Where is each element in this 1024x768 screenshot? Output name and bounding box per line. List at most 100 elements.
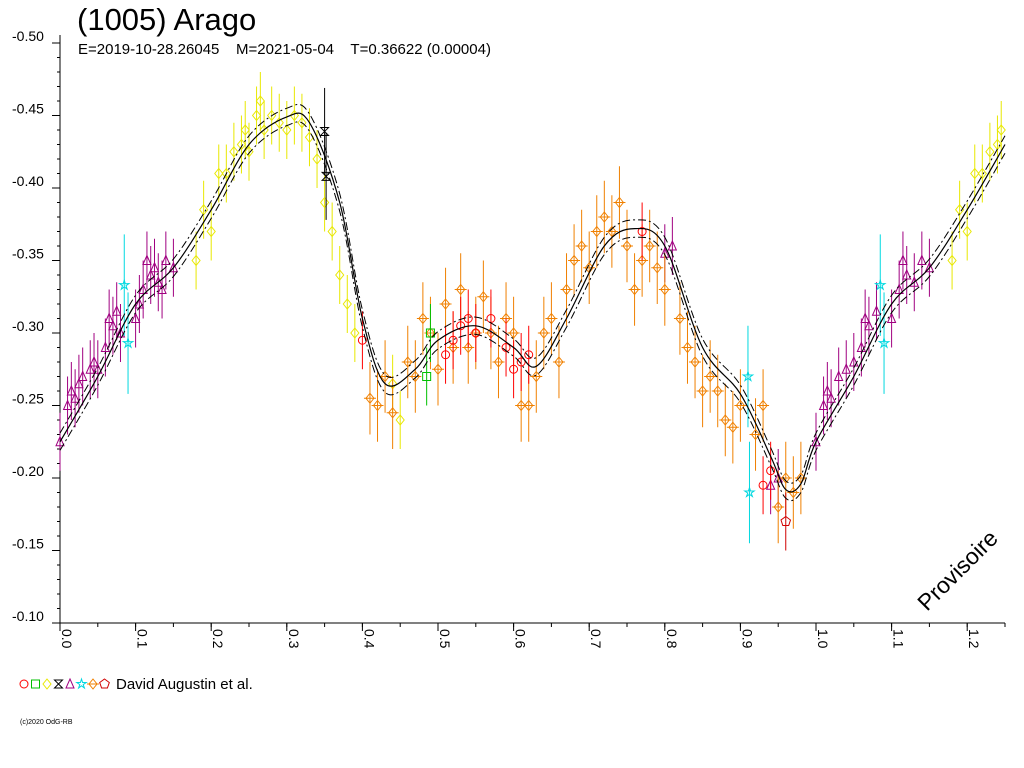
data-point [108, 319, 118, 331]
data-point [877, 336, 891, 349]
data-point [779, 472, 792, 484]
legend-marker-diamond [42, 678, 52, 690]
model-curve-upper [59, 103, 1006, 484]
data-point [568, 254, 581, 267]
y-tick-label: -0.25 [12, 391, 44, 407]
x-tick-label: 0.7 [588, 629, 604, 649]
data-point [575, 240, 588, 252]
data-point [168, 261, 179, 273]
y-tick-label: -0.40 [12, 173, 44, 189]
data-point [507, 327, 520, 339]
data-point [970, 167, 980, 180]
data-point [111, 305, 122, 316]
data-point [758, 480, 768, 490]
data-point [89, 355, 99, 367]
data-point [416, 312, 429, 325]
data-point [749, 428, 762, 441]
data-point [628, 283, 641, 296]
data-point [977, 167, 987, 180]
data-point [259, 124, 269, 136]
data-point [856, 341, 867, 352]
data-point [530, 370, 543, 383]
data-point [996, 124, 1006, 136]
data-point [613, 196, 626, 209]
data-point [780, 515, 792, 526]
data-point [658, 283, 671, 296]
data-point [681, 341, 694, 354]
data-point [826, 392, 836, 403]
data-point [55, 435, 65, 447]
data-point [117, 278, 131, 291]
data-point [719, 414, 732, 426]
data-point [363, 392, 376, 405]
x-tick-label: 0.8 [664, 629, 680, 649]
data-point [962, 225, 972, 238]
data-point [312, 153, 322, 165]
x-tick-label: 1.0 [815, 629, 831, 649]
x-tick-label: 1.1 [891, 629, 907, 649]
data-point [138, 283, 148, 294]
data-point [456, 321, 466, 331]
data-point [492, 356, 505, 368]
data-point [157, 283, 167, 294]
chart-subtitle: E=2019-10-28.26045 M=2021-05-04 T=0.3662… [78, 41, 491, 58]
data-point [371, 399, 384, 412]
data-point [673, 312, 686, 325]
data-point [947, 254, 957, 267]
data-point [395, 414, 405, 426]
data-point [206, 225, 216, 238]
data-point [766, 466, 776, 476]
x-tick-label: 0.5 [437, 629, 453, 649]
x-tick-label: 1.2 [966, 629, 982, 649]
provisional-stamp: Provisoire [912, 525, 1003, 616]
legend: David Augustin et al. [19, 676, 253, 693]
data-point [255, 95, 265, 107]
data-point [282, 124, 292, 136]
x-tick-label: 0.9 [739, 629, 755, 649]
data-point [425, 328, 435, 338]
data-point [833, 370, 844, 381]
y-tick-label: -0.10 [12, 608, 44, 624]
y-tick-label: -0.45 [12, 101, 44, 117]
series-hourglass [319, 87, 332, 220]
data-point [637, 227, 647, 236]
data-point [509, 364, 519, 374]
data-point [741, 369, 755, 382]
y-tick-label: -0.20 [12, 463, 44, 479]
data-point [651, 261, 664, 274]
data-point [70, 392, 80, 403]
data-point [898, 254, 908, 265]
data-point [757, 399, 770, 412]
data-point [909, 276, 920, 287]
data-point [985, 145, 995, 158]
data-point [335, 269, 345, 281]
data-point [873, 278, 887, 291]
data-point [454, 283, 467, 296]
data-point [100, 341, 111, 352]
y-tick-label: -0.50 [12, 28, 44, 44]
data-point [605, 225, 618, 238]
data-point [696, 385, 709, 397]
data-point [432, 363, 444, 376]
data-point [342, 298, 352, 310]
data-point [516, 357, 526, 367]
legend-marker-square [31, 679, 40, 689]
data-point [537, 327, 550, 339]
data-point [886, 312, 897, 323]
data-point [598, 211, 611, 223]
data-points [55, 72, 1006, 551]
data-point [643, 240, 656, 252]
data-point [77, 370, 88, 381]
model-curve-line [59, 112, 1006, 493]
data-point [401, 356, 414, 368]
data-point [153, 276, 164, 287]
data-point [236, 138, 247, 151]
data-point [917, 254, 927, 265]
data-point [849, 355, 859, 367]
legend-marker-triangle [65, 677, 75, 689]
data-point [161, 254, 171, 265]
legend-marker-star [75, 677, 88, 690]
data-point [66, 384, 77, 396]
legend-label: David Augustin et al. [116, 676, 253, 693]
